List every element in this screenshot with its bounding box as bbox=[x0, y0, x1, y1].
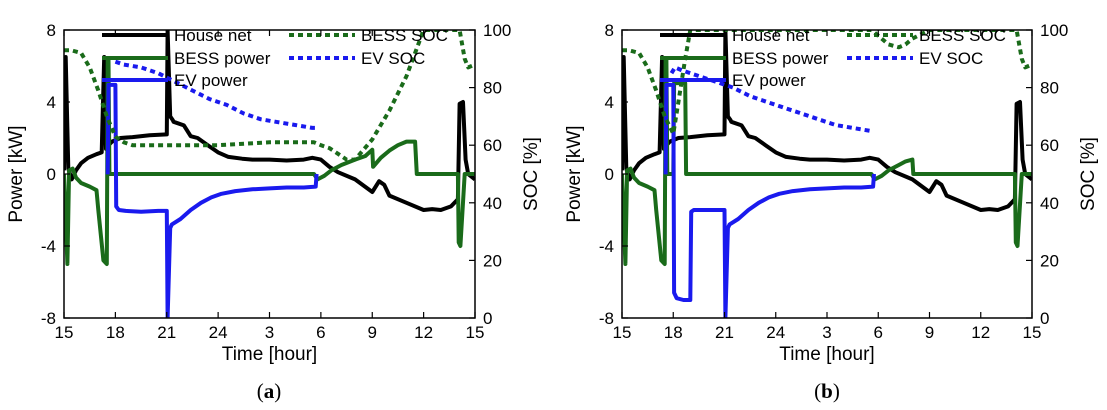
panel-label-open: ( bbox=[814, 379, 821, 403]
y-right-tick-label: 0 bbox=[483, 309, 492, 328]
panel-label-close: ) bbox=[833, 379, 840, 403]
y-tick-label: 4 bbox=[47, 93, 56, 112]
legend-label-0: House net bbox=[174, 26, 252, 45]
legend: House net BESS power EV power BESS SOC EV SO… bbox=[660, 26, 1006, 90]
series-line-ev-soc bbox=[114, 59, 316, 130]
chart-panel-b: House net BESS power EV power BESS SOC EV SO… bbox=[564, 21, 1099, 403]
series-line-bess-soc bbox=[64, 30, 475, 162]
y-right-tick-label: 60 bbox=[483, 136, 502, 155]
y-axis-label: Power [kW] bbox=[564, 125, 585, 222]
y-right-tick-label: 0 bbox=[1040, 309, 1049, 328]
y-tick-label: 0 bbox=[605, 165, 614, 184]
legend-label-4: EV SOC bbox=[919, 49, 983, 68]
y-right-tick-label: 80 bbox=[483, 79, 502, 98]
y-tick-label: 8 bbox=[605, 21, 614, 40]
y-right-tick-label: 80 bbox=[1040, 79, 1059, 98]
legend-label-3: BESS SOC bbox=[361, 26, 448, 45]
y-right-tick-label: 60 bbox=[1040, 136, 1059, 155]
y-right-tick-label: 100 bbox=[1040, 21, 1068, 40]
y-right-axis-label: SOC [%] bbox=[521, 137, 542, 211]
y-tick-label: -8 bbox=[41, 309, 56, 328]
x-tick-label: 15 bbox=[1023, 323, 1042, 342]
y-tick-label: -4 bbox=[599, 237, 614, 256]
y-tick-label: 8 bbox=[47, 21, 56, 40]
x-axis-label: Time [hour] bbox=[779, 344, 874, 365]
panel-label: (b) bbox=[814, 379, 840, 403]
x-tick-label: 6 bbox=[874, 323, 883, 342]
x-tick-label: 12 bbox=[414, 323, 433, 342]
series-line-bess-power bbox=[64, 56, 475, 266]
series-line-ev-power bbox=[105, 82, 319, 318]
y-tick-label: -8 bbox=[599, 309, 614, 328]
y-axis-label: Power [kW] bbox=[6, 125, 27, 222]
legend-label-4: EV SOC bbox=[361, 49, 425, 68]
series-group bbox=[64, 30, 475, 318]
x-tick-label: 15 bbox=[466, 323, 485, 342]
x-tick-label: 9 bbox=[368, 323, 377, 342]
y-right-axis-label: SOC [%] bbox=[1078, 137, 1099, 211]
legend-label-2: EV power bbox=[732, 71, 806, 90]
y-right-tick-label: 20 bbox=[483, 251, 502, 270]
x-tick-label: 15 bbox=[613, 323, 632, 342]
legend-label-1: BESS power bbox=[174, 49, 271, 68]
legend-label-2: EV power bbox=[174, 71, 248, 90]
series-line-ev-soc bbox=[669, 65, 874, 133]
x-tick-label: 3 bbox=[822, 323, 831, 342]
x-tick-label: 9 bbox=[925, 323, 934, 342]
x-tick-label: 15 bbox=[55, 323, 74, 342]
series-line-ev-power bbox=[663, 82, 876, 318]
legend: House net BESS power EV power BESS SOC EV SO… bbox=[102, 26, 448, 90]
panel-label-close: ) bbox=[274, 379, 281, 403]
x-tick-label: 6 bbox=[316, 323, 325, 342]
legend-label-1: BESS power bbox=[732, 49, 829, 68]
series-group bbox=[622, 30, 1032, 318]
x-tick-label: 21 bbox=[715, 323, 734, 342]
x-tick-label: 12 bbox=[971, 323, 990, 342]
panel-label-letter: a bbox=[264, 379, 275, 403]
y-tick-label: -4 bbox=[41, 237, 56, 256]
legend-label-0: House net bbox=[732, 26, 810, 45]
y-right-tick-label: 20 bbox=[1040, 251, 1059, 270]
y-right-tick-label: 40 bbox=[1040, 194, 1059, 213]
x-tick-label: 3 bbox=[265, 323, 274, 342]
y-right-tick-label: 40 bbox=[483, 194, 502, 213]
panel-label-open: ( bbox=[257, 379, 264, 403]
x-axis-label: Time [hour] bbox=[222, 344, 317, 365]
panel-label: (a) bbox=[257, 379, 282, 403]
series-line-bess-soc bbox=[622, 30, 1032, 136]
legend-label-3: BESS SOC bbox=[919, 26, 1006, 45]
series-line-bess-power bbox=[622, 56, 1032, 266]
y-right-tick-label: 100 bbox=[483, 21, 511, 40]
x-tick-label: 18 bbox=[106, 323, 125, 342]
panel-label-letter: b bbox=[821, 379, 833, 403]
y-tick-label: 4 bbox=[605, 93, 614, 112]
x-tick-label: 24 bbox=[766, 323, 785, 342]
x-tick-label: 18 bbox=[664, 323, 683, 342]
x-tick-label: 21 bbox=[157, 323, 176, 342]
x-tick-label: 24 bbox=[209, 323, 228, 342]
y-tick-label: 0 bbox=[47, 165, 56, 184]
chart-panel-a: House net BESS power EV power BESS SOC EV SO… bbox=[6, 21, 542, 403]
